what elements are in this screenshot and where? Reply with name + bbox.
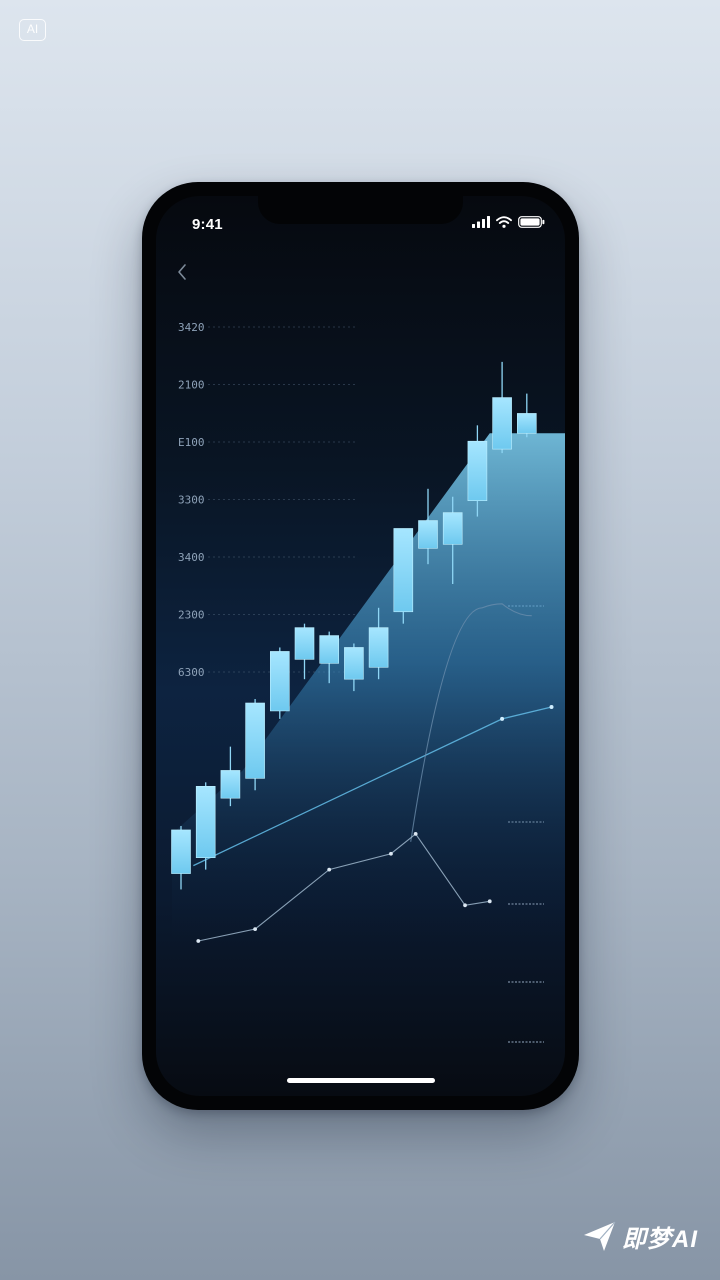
lower-line-point — [389, 851, 393, 856]
status-time: 9:41 — [192, 216, 223, 233]
y-axis-tick-label: 3400 — [178, 551, 205, 564]
notch — [258, 196, 463, 224]
candlestick — [368, 627, 389, 668]
candlestick — [516, 413, 537, 434]
trend-point — [500, 716, 505, 721]
candlestick — [245, 702, 265, 779]
stock-chart: 3420 2100 E100 3300 3400 2300 6300 — [171, 321, 565, 1043]
candlestick — [418, 520, 438, 549]
candlestick — [220, 770, 241, 799]
brand-watermark: 即梦AI — [582, 1218, 698, 1254]
cellular-signal-icon — [472, 216, 490, 228]
trend-point — [549, 704, 554, 709]
candlestick — [319, 635, 339, 664]
ai-corner-badge: AI — [19, 19, 46, 41]
y-axis-tick-label: 3300 — [178, 494, 205, 507]
y-axis-tick-label: 3420 — [178, 321, 205, 334]
battery-icon — [518, 216, 545, 228]
lower-line-point — [463, 903, 467, 908]
brand-text: 即梦AI — [622, 1225, 698, 1253]
phone-screen: 3420 2100 E100 3300 3400 2300 6300 9:41 — [156, 196, 565, 1096]
candlestick — [171, 829, 191, 874]
y-axis-tick-label: E100 — [178, 436, 205, 449]
area-series — [172, 433, 565, 941]
candlestick — [467, 440, 488, 501]
jimeng-logo-icon — [584, 1221, 616, 1251]
candlestick — [344, 647, 364, 680]
candlestick — [270, 651, 290, 712]
y-axis-tick-label: 2100 — [178, 379, 205, 392]
peak-line — [410, 603, 532, 842]
candlestick — [492, 397, 512, 450]
chevron-left-icon[interactable] — [174, 260, 190, 284]
home-indicator[interactable] — [287, 1078, 435, 1083]
lower-line-point — [196, 939, 201, 943]
candlestick — [442, 512, 463, 545]
lower-line-point — [487, 899, 492, 904]
candlestick — [393, 528, 414, 613]
candlestick — [195, 785, 216, 858]
phone-frame: 3420 2100 E100 3300 3400 2300 6300 9:41 — [142, 182, 579, 1110]
status-icons — [472, 216, 545, 228]
lower-line-point — [253, 927, 257, 931]
wifi-icon — [496, 216, 512, 228]
lower-line-point — [413, 832, 418, 836]
y-axis-tick-label: 2300 — [178, 609, 205, 622]
lower-line-point — [327, 867, 332, 872]
y-axis-tick-label: 6300 — [178, 666, 205, 679]
candlestick — [294, 627, 315, 660]
